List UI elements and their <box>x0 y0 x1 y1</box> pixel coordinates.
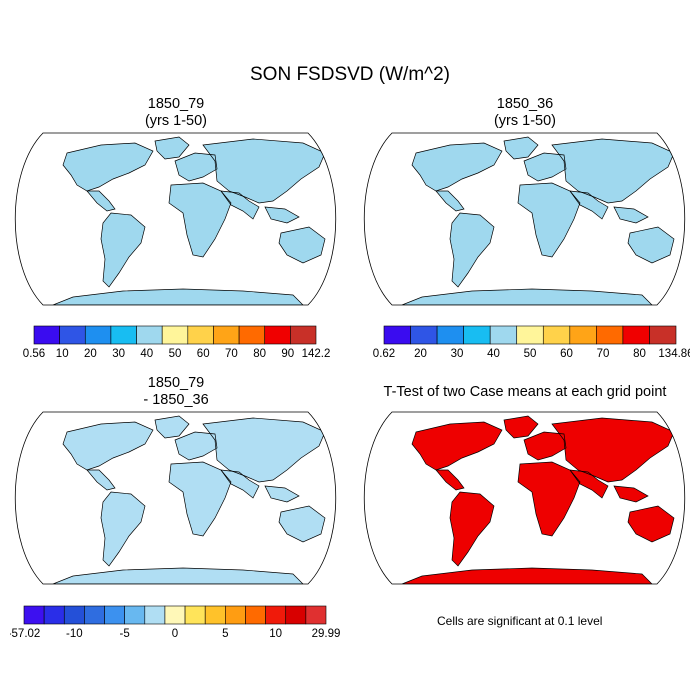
colorbar-label: 20 <box>84 348 97 360</box>
colorbar-label: 0.56 <box>23 348 45 360</box>
colorbar-label: 20 <box>414 348 427 360</box>
colorbar-case2: 0.62 20 30 40 50 60 70 80 134.86 <box>373 325 690 360</box>
colorbar-swatch <box>649 325 677 345</box>
colorbar-swatch <box>516 325 544 345</box>
colorbar-swatch <box>305 605 327 625</box>
panel4-title: T-Test of two Case means at each grid po… <box>350 384 700 401</box>
colorbar-swatch <box>245 605 266 625</box>
colorbar-label: -5 <box>120 628 130 640</box>
colorbar-swatch <box>410 325 438 345</box>
colorbar-swatch <box>136 325 163 345</box>
significance-note: Cells are significant at 0.1 level <box>437 614 603 628</box>
colorbar-swatch <box>596 325 624 345</box>
colorbar-swatch <box>542 325 571 345</box>
colorbar-label: -57.02 <box>10 628 40 640</box>
colorbar-swatch <box>124 605 146 625</box>
map-panel-case1 <box>3 131 348 307</box>
colorbar-swatch <box>285 605 307 625</box>
colorbar-swatch <box>238 325 266 345</box>
colorbar-label: 134.86 <box>658 348 690 360</box>
map-panel-case2 <box>352 131 697 307</box>
colorbar-label: 30 <box>112 348 125 360</box>
colorbar-swatch <box>569 325 597 345</box>
colorbar-label: 5 <box>222 628 228 640</box>
colorbar-swatch <box>264 325 291 345</box>
colorbar-label: 40 <box>487 348 500 360</box>
colorbar-label: 60 <box>560 348 573 360</box>
colorbar-swatch <box>225 605 246 625</box>
colorbar-swatch <box>104 605 125 625</box>
panel3-title-line2: - 1850_36 <box>143 392 209 408</box>
panel2-title-line2: (yrs 1-50) <box>493 113 557 129</box>
colorbar-swatch <box>463 325 491 345</box>
colorbar-swatch <box>63 605 85 625</box>
panel4-title-line1: T-Test of two Case means at each grid po… <box>383 384 667 400</box>
colorbar-label: 0 <box>172 628 178 640</box>
panel2-title-line1: 1850_36 <box>496 96 554 112</box>
colorbar-swatch <box>622 325 650 345</box>
colorbar-swatch <box>161 325 189 345</box>
colorbar-swatch <box>213 325 240 345</box>
colorbar-swatch <box>33 325 60 345</box>
colorbar-label: 0.62 <box>373 348 395 360</box>
colorbar-swatch <box>184 605 206 625</box>
panel3-title-line1: 1850_79 <box>147 375 205 391</box>
colorbar-label: 30 <box>451 348 464 360</box>
colorbar-swatch <box>144 605 166 625</box>
colorbar-swatch <box>383 325 411 345</box>
panel1-title: 1850_79 (yrs 1-50) <box>76 96 276 130</box>
colorbar-case1: 0.56 10 20 30 40 50 60 70 80 90 142.2 <box>23 325 330 360</box>
colorbar-diff: -57.02 -10 -5 0 5 10 29.99 <box>10 605 340 640</box>
colorbar-label: 10 <box>269 628 282 640</box>
colorbar-label: 40 <box>140 348 153 360</box>
colorbar-label: 60 <box>197 348 210 360</box>
panel2-title: 1850_36 (yrs 1-50) <box>425 96 625 130</box>
colorbar-swatch <box>265 605 287 625</box>
colorbar-swatch <box>43 605 65 625</box>
colorbar-label: 50 <box>169 348 182 360</box>
colorbar-swatch <box>164 605 186 625</box>
colorbar-swatch <box>110 325 137 345</box>
colorbar-swatch <box>23 605 45 625</box>
colorbar-label: 50 <box>524 348 537 360</box>
colorbar-swatch <box>187 325 214 345</box>
figure-title: SON FSDSVD (W/m^2) <box>250 64 450 85</box>
colorbar-label: 90 <box>281 348 294 360</box>
colorbar-label: 142.2 <box>302 348 330 360</box>
panel1-title-line2: (yrs 1-50) <box>144 113 208 129</box>
panel3-title: 1850_79 - 1850_36 <box>76 375 276 409</box>
colorbar-label: 80 <box>253 348 266 360</box>
colorbar-swatch <box>84 605 105 625</box>
colorbar-swatch <box>84 325 112 345</box>
map-panel-ttest <box>352 410 697 586</box>
colorbar-swatch <box>436 325 464 345</box>
colorbar-label: 10 <box>56 348 69 360</box>
colorbar-swatch <box>489 325 518 345</box>
colorbar-swatch <box>59 325 86 345</box>
colorbar-label: 70 <box>597 348 610 360</box>
colorbar-label: 80 <box>633 348 646 360</box>
colorbar-label: 70 <box>225 348 238 360</box>
panel1-title-line1: 1850_79 <box>147 96 205 112</box>
colorbar-swatch <box>290 325 317 345</box>
map-panel-diff <box>3 410 348 586</box>
colorbar-swatch <box>204 605 226 625</box>
colorbar-label: -10 <box>66 628 83 640</box>
colorbar-label: 29.99 <box>312 628 340 640</box>
